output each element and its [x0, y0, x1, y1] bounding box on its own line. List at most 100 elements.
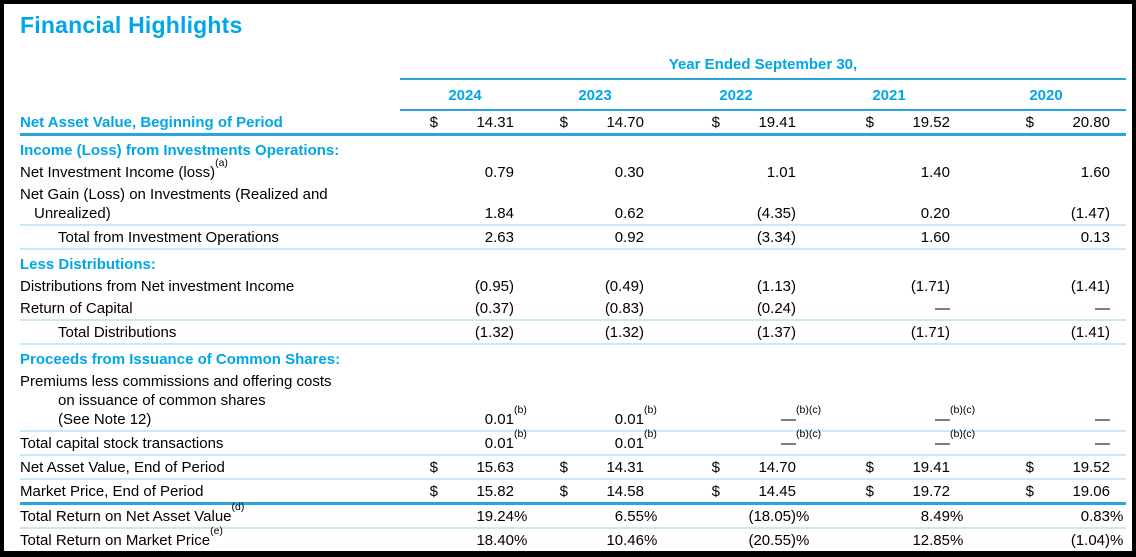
cell-value: 14.31 [476, 114, 514, 131]
value-cell: $14.31 [400, 113, 530, 132]
table-row-distributions-from-net-investment-income: Distributions from Net investment Income… [20, 275, 1126, 297]
cell-value: (1.13) [756, 278, 796, 295]
value-cell: 1.01 [660, 163, 812, 182]
cell-value: (0.24) [756, 300, 796, 317]
value-cell: $20.80 [966, 113, 1126, 132]
cell-value: 0.13 [1080, 229, 1110, 246]
cell-value: (4.35) [756, 205, 796, 222]
row-label: Income (Loss) from Investments Operation… [20, 141, 400, 160]
value-cell: (3.34) [660, 228, 812, 247]
cell-value: 0.01(b) [614, 428, 657, 452]
value-cell: 12.85% [812, 531, 966, 550]
value-cell: 1.84 [400, 204, 530, 223]
cell-value: 0.30 [614, 164, 644, 181]
value-cell: $19.52 [966, 458, 1126, 477]
cell-value: 14.31 [606, 459, 644, 476]
dollar-sign: $ [865, 483, 874, 500]
cell-value: (1.32) [604, 324, 644, 341]
cell-value: 1.60 [1080, 164, 1110, 181]
value-cell: (1.32) [530, 323, 660, 342]
row-label: Less Distributions: [20, 255, 400, 274]
value-cell: (4.35) [660, 204, 812, 223]
cell-value: 19.41 [912, 459, 950, 476]
value-cell: (1.37) [660, 323, 812, 342]
dollar-sign: $ [429, 459, 438, 476]
row-label: Net Gain (Loss) on Investments (Realized… [20, 185, 400, 223]
row-label-line: Less Distributions: [20, 256, 156, 273]
value-cell: (0.24) [660, 299, 812, 318]
value-cell: $19.41 [812, 458, 966, 477]
row-label: Total Return on Net Asset Value(d) [20, 501, 400, 526]
table-row-section-proceeds-issuance-common-shares: Proceeds from Issuance of Common Shares: [20, 345, 1126, 370]
cell-value: (1.04)% [1070, 532, 1124, 549]
row-label: Premiums less commissions and offering c… [20, 372, 400, 429]
year-header: 2024 [448, 87, 482, 104]
page-title: Financial Highlights [20, 12, 243, 38]
row-label-line: Proceeds from Issuance of Common Shares: [20, 351, 341, 368]
value-cell: $14.31 [530, 458, 660, 477]
value-cell: $14.70 [530, 113, 660, 132]
value-cell: (1.41) [966, 323, 1126, 342]
row-label-line: Net Asset Value, Beginning of Period [20, 114, 283, 131]
value-cell: 10.46% [530, 531, 660, 550]
value-cell: 0.20 [812, 204, 966, 223]
cell-value: 10.46% [606, 532, 658, 549]
cell-value: 1.60 [920, 229, 950, 246]
row-label: Distributions from Net investment Income [20, 277, 400, 296]
value-cell: 0.62 [530, 204, 660, 223]
cell-value: (3.34) [756, 229, 796, 246]
row-label-line: Distributions from Net investment Income [20, 278, 295, 295]
cell-value: —(b)(c) [935, 404, 976, 428]
value-cell: 0.01(b) [530, 405, 660, 429]
table-row-total-distributions: Total Distributions (1.32) (1.32) (1.37) (1.… [20, 319, 1126, 345]
footnote-superscript: (a) [215, 157, 228, 169]
value-cell: (1.32) [400, 323, 530, 342]
value-cell: (20.55)% [660, 531, 812, 550]
value-cell: (0.37) [400, 299, 530, 318]
row-label-line: Total Return on Net Asset Value(d) [20, 501, 245, 525]
row-label: Total from Investment Operations [20, 228, 400, 247]
value-cell: —(b)(c) [660, 429, 821, 453]
cell-value: (18.05)% [748, 508, 810, 525]
cell-value: 18.40% [476, 532, 528, 549]
table-body: Net Asset Value, Beginning of Period $14.… [20, 111, 1126, 551]
table-row-net-investment-income: Net Investment Income (loss)(a) 0.79 0.30 1… [20, 158, 1126, 183]
cell-value: —(b)(c) [781, 404, 822, 428]
cell-value: 14.45 [758, 483, 796, 500]
value-cell: (0.83) [530, 299, 660, 318]
cell-value: 15.82 [476, 483, 514, 500]
table-row-net-asset-value-end: Net Asset Value, End of Period $15.63 $14.… [20, 456, 1126, 480]
dollar-sign: $ [711, 459, 720, 476]
value-cell: 0.01(b) [400, 429, 530, 453]
row-label-line: Total from Investment Operations [58, 229, 279, 246]
value-cell: $19.72 [812, 482, 966, 501]
cell-value: 8.49% [920, 508, 964, 525]
footnote-superscript: (d) [231, 501, 245, 513]
cell-value: 0.20 [920, 205, 950, 222]
year-header: 2021 [872, 87, 906, 104]
value-cell: $19.52 [812, 113, 966, 132]
year-header: 2022 [719, 87, 753, 104]
value-cell: 18.40% [400, 531, 530, 550]
row-label: Total Distributions [20, 323, 400, 342]
dollar-sign: $ [559, 459, 568, 476]
value-cell: (0.49) [530, 277, 660, 296]
cell-value: 14.58 [606, 483, 644, 500]
cell-value: (1.32) [474, 324, 514, 341]
value-cell: 0.01(b) [530, 428, 660, 453]
dollar-sign: $ [559, 114, 568, 131]
value-cell: — [966, 299, 1126, 318]
value-cell: 0.30 [530, 163, 660, 182]
cell-value: 0.01(b) [484, 404, 527, 428]
value-cell: 1.40 [812, 163, 966, 182]
table-row-section-income-loss-operations: Income (Loss) from Investments Operation… [20, 136, 1126, 161]
row-label-line: Net Gain (Loss) on Investments (Realized… [20, 186, 328, 203]
value-cell: (1.04)% [966, 531, 1126, 550]
cell-value: 0.79 [484, 164, 514, 181]
cell-value: 20.80 [1072, 114, 1110, 131]
row-label-line: Market Price, End of Period [20, 483, 204, 500]
cell-value: (0.49) [604, 278, 644, 295]
table-row-premiums-less-commissions: Premiums less commissions and offering c… [20, 370, 1126, 430]
period-header-row: Year Ended September 30, [20, 55, 1126, 80]
